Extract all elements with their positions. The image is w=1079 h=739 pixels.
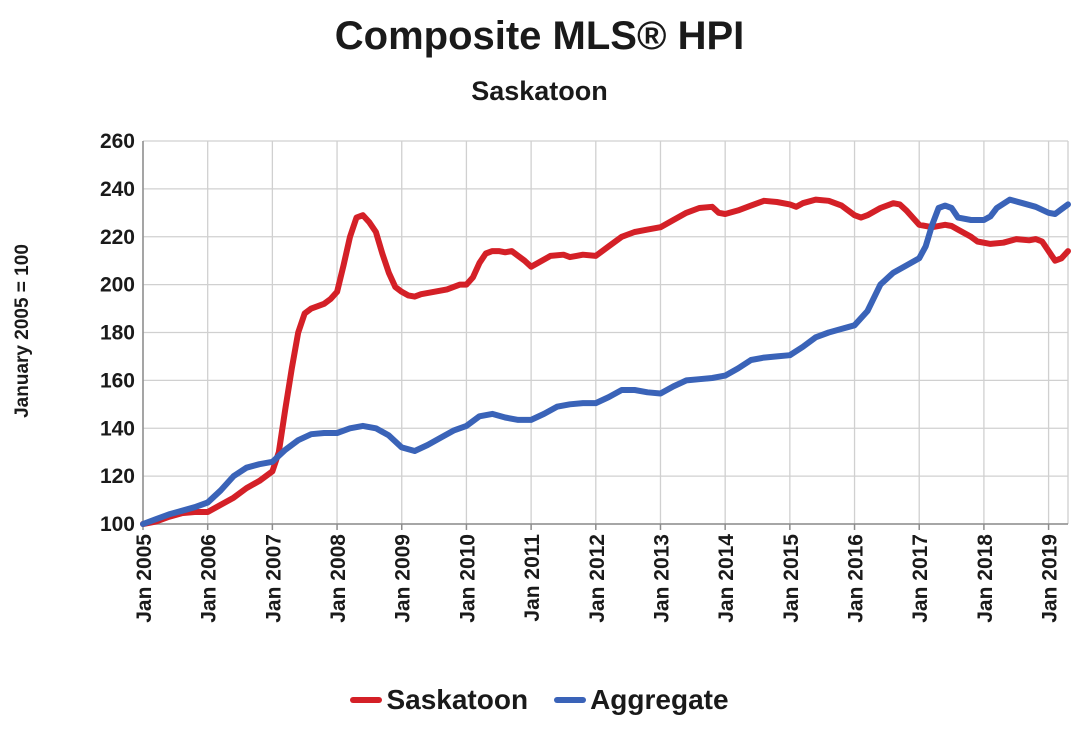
x-tick-label: Jan 2011 [521,534,544,622]
y-tick-label: 100 [100,513,135,536]
y-axis-title: January 2005 = 100 [12,244,33,418]
legend-swatch-saskatoon [350,697,383,703]
y-tick-label: 180 [100,322,135,345]
y-tick-label: 120 [100,465,135,488]
y-tick-label: 220 [100,226,135,249]
chart-title: Composite MLS® HPI [334,14,745,58]
y-tick-label: 240 [100,178,135,201]
x-tick-label: Jan 2007 [262,534,285,623]
chart-subtitle: Saskatoon [471,76,608,106]
legend-item-aggregate: Aggregate [554,684,729,716]
series-layer [140,196,1071,527]
legend: Saskatoon Aggregate [0,684,1079,716]
legend-item-saskatoon: Saskatoon [350,684,528,716]
series-line-saskatoon [140,196,1071,527]
legend-label-aggregate: Aggregate [590,684,729,715]
x-tick-label: Jan 2015 [780,534,803,623]
x-tick-label: Jan 2008 [327,534,350,623]
x-axis-tick-labels: Jan 2005 Jan 2006 Jan 2007 Jan 2008 Jan 2009… [133,534,1062,623]
legend-label-saskatoon: Saskatoon [386,684,529,715]
y-axis-tick-labels: 100 120 140 160 180 200 220 240 260 [100,130,135,536]
x-tick-label: Jan 2012 [586,534,609,623]
x-tick-label: Jan 2010 [456,534,479,623]
y-tick-label: 260 [100,130,135,153]
x-tick-label: Jan 2006 [198,534,221,623]
series-line-aggregate [140,196,1071,527]
y-tick-label: 160 [100,369,135,392]
x-tick-label: Jan 2013 [650,534,673,623]
grid-layer [142,140,1069,530]
x-tick-label: Jan 2014 [715,534,738,623]
x-tick-label: Jan 2017 [909,534,932,623]
x-tick-label: Jan 2016 [845,534,868,623]
x-tick-label: Jan 2019 [1039,534,1062,623]
y-tick-label: 140 [100,417,135,440]
legend-swatch-aggregate [554,697,587,703]
x-tick-label: Jan 2018 [974,534,997,623]
y-tick-label: 200 [100,274,135,297]
x-tick-label: Jan 2009 [392,534,415,623]
x-tick-label: Jan 2005 [133,534,156,623]
